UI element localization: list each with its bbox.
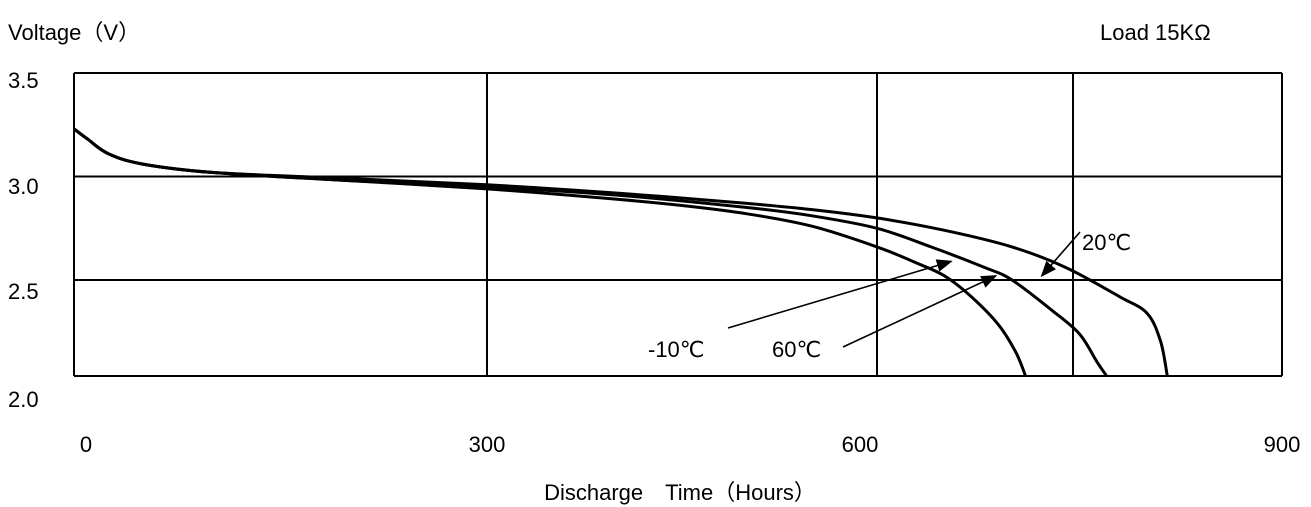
- annotation-label: 20℃: [1082, 230, 1131, 255]
- annotation-arrow: [1040, 231, 1081, 278]
- y-tick-label: 2.0: [8, 387, 39, 412]
- annotation-arrow: [842, 275, 998, 348]
- x-tick-label: 0: [80, 432, 92, 457]
- tick-labels: 3.5 3.0 2.5 2.0 0 300 600 900: [8, 68, 1300, 457]
- series-line--10℃: [73, 127, 1027, 377]
- y-axis-label: Voltage（V）: [8, 20, 140, 45]
- series-line-60℃: [73, 127, 1108, 377]
- series-line-20℃: [73, 127, 1169, 377]
- x-tick-label: 600: [842, 432, 879, 457]
- series-lines: [73, 127, 1169, 377]
- annotation-label: -10℃: [648, 337, 705, 362]
- x-axis-label: Discharge Time（Hours）: [544, 480, 816, 505]
- y-tick-label: 3.5: [8, 68, 39, 93]
- grid: [73, 72, 1283, 377]
- annotation-label: 60℃: [772, 337, 821, 362]
- y-tick-label: 2.5: [8, 279, 39, 304]
- annotation-arrow: [727, 259, 953, 329]
- annotations: 20℃ 60℃ -10℃: [648, 230, 1131, 362]
- x-tick-label: 300: [469, 432, 506, 457]
- y-tick-label: 3.0: [8, 174, 39, 199]
- condition-label: Load 15KΩ: [1100, 20, 1211, 45]
- x-tick-label: 900: [1264, 432, 1301, 457]
